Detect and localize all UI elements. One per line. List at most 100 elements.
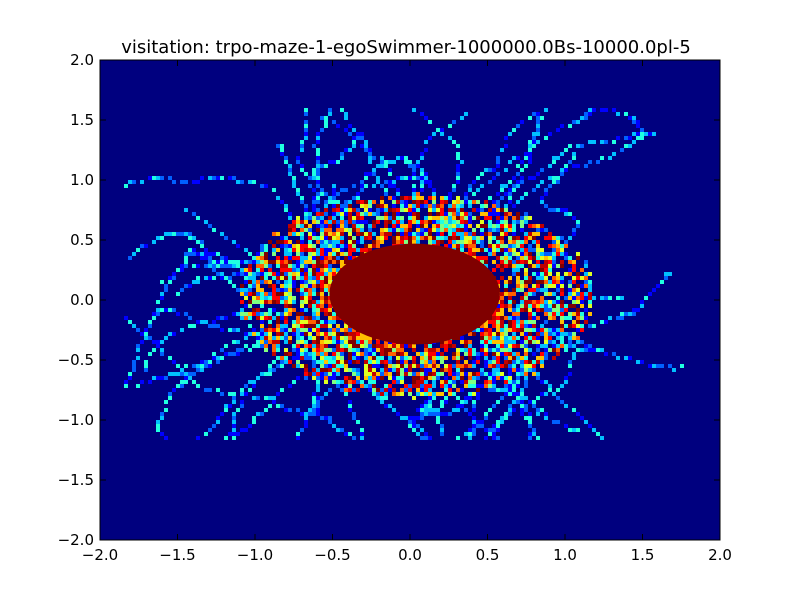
heatmap-cell — [544, 356, 548, 360]
heatmap-cell — [504, 220, 508, 224]
heatmap-cell — [240, 316, 244, 320]
heatmap-cell — [600, 108, 604, 112]
heatmap-cell — [564, 296, 568, 300]
heatmap-cell — [304, 120, 308, 124]
heatmap-cell — [312, 172, 316, 176]
heatmap-cell — [476, 356, 480, 360]
heatmap-cell — [312, 372, 316, 376]
heatmap-cell — [260, 280, 264, 284]
heatmap-cell — [492, 212, 496, 216]
heatmap-cell — [296, 276, 300, 280]
heatmap-cell — [188, 232, 192, 236]
heatmap-cell — [604, 140, 608, 144]
heatmap-cell — [480, 368, 484, 372]
heatmap-cell — [184, 376, 188, 380]
heatmap-cell — [228, 260, 232, 264]
heatmap-cell — [188, 252, 192, 256]
heatmap-cell — [520, 400, 524, 404]
heatmap-cell — [484, 356, 488, 360]
heatmap-cell — [328, 356, 332, 360]
heatmap-cell — [520, 396, 524, 400]
heatmap-cell — [520, 300, 524, 304]
heatmap-cell — [156, 376, 160, 380]
heatmap-cell — [252, 344, 256, 348]
heatmap-cell — [340, 380, 344, 384]
heatmap-cell — [576, 316, 580, 320]
heatmap-cell — [436, 376, 440, 380]
heatmap-cell — [448, 196, 452, 200]
heatmap-cell — [332, 256, 336, 260]
heatmap-cell — [424, 376, 428, 380]
heatmap-cell — [228, 280, 232, 284]
heatmap-cell — [360, 428, 364, 432]
heatmap-cell — [344, 148, 348, 152]
heatmap-cell — [184, 208, 188, 212]
heatmap-cell — [608, 316, 612, 320]
heatmap-cell — [396, 156, 400, 160]
heatmap-cell — [368, 148, 372, 152]
heatmap-cell — [452, 140, 456, 144]
heatmap-cell — [240, 268, 244, 272]
heatmap-cell — [336, 380, 340, 384]
heatmap-cell — [304, 316, 308, 320]
heatmap-cell — [208, 428, 212, 432]
heatmap-cell — [512, 344, 516, 348]
heatmap-cell — [424, 352, 428, 356]
heatmap-cell — [524, 296, 528, 300]
heatmap-cell — [492, 428, 496, 432]
heatmap-cell — [316, 292, 320, 296]
heatmap-cell — [484, 416, 488, 420]
heatmap-cell — [408, 176, 412, 180]
heatmap-cell — [544, 108, 548, 112]
heatmap-cell — [604, 320, 608, 324]
heatmap-cell — [392, 204, 396, 208]
heatmap-cell — [512, 384, 516, 388]
heatmap-cell — [472, 408, 476, 412]
heatmap-cell — [268, 404, 272, 408]
heatmap-cell — [556, 176, 560, 180]
heatmap-cell — [544, 136, 548, 140]
heatmap-cell — [368, 336, 372, 340]
heatmap-cell — [620, 296, 624, 300]
heatmap-cell — [596, 160, 600, 164]
heatmap-cell — [336, 384, 340, 388]
heatmap-cell — [532, 328, 536, 332]
heatmap-cell — [536, 140, 540, 144]
heatmap-cell — [372, 172, 376, 176]
heatmap-cell — [280, 200, 284, 204]
heatmap-cell — [560, 248, 564, 252]
heatmap-cell — [484, 360, 488, 364]
heatmap-cell — [492, 368, 496, 372]
heatmap-cell — [300, 412, 304, 416]
heatmap-cell — [400, 176, 404, 180]
heatmap-cell — [364, 236, 368, 240]
heatmap-cell — [664, 276, 668, 280]
heatmap-cell — [444, 340, 448, 344]
heatmap-cell — [524, 152, 528, 156]
heatmap-cell — [128, 180, 132, 184]
heatmap-cell — [416, 164, 420, 168]
heatmap-cell — [296, 156, 300, 160]
heatmap-cell — [152, 240, 156, 244]
heatmap-cell — [280, 364, 284, 368]
heatmap-cell — [352, 416, 356, 420]
heatmap-cell — [412, 184, 416, 188]
heatmap-cell — [232, 260, 236, 264]
heatmap-cell — [420, 180, 424, 184]
heatmap-cell — [288, 300, 292, 304]
heatmap-cell — [524, 376, 528, 380]
heatmap-cell — [316, 308, 320, 312]
heatmap-cell — [236, 328, 240, 332]
heatmap-cell — [588, 324, 592, 328]
heatmap-cell — [312, 408, 316, 412]
heatmap-cell — [328, 416, 332, 420]
heatmap-cell — [576, 252, 580, 256]
heatmap-cell — [232, 352, 236, 356]
heatmap-cell — [144, 360, 148, 364]
heatmap-cell — [208, 260, 212, 264]
heatmap-cell — [428, 236, 432, 240]
heatmap-cell — [376, 356, 380, 360]
heatmap-cell — [424, 436, 428, 440]
heatmap-cell — [280, 324, 284, 328]
heatmap-cell — [256, 344, 260, 348]
